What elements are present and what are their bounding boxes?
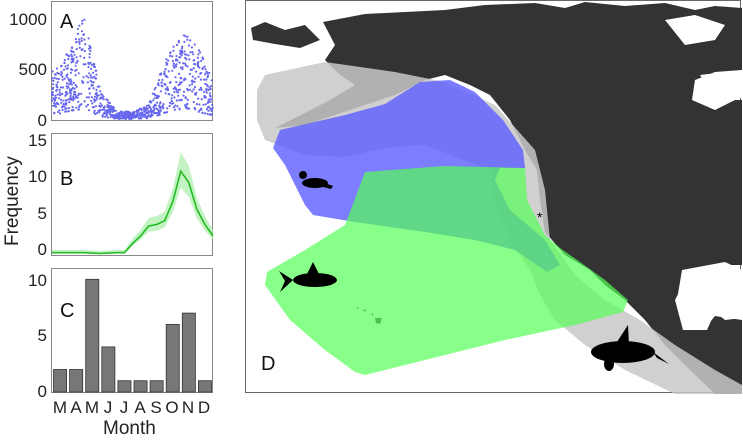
tick-a-0: 0: [37, 111, 47, 130]
panel-letter-b: B: [60, 168, 74, 190]
panel-letter-a: A: [60, 11, 74, 33]
month-label: O: [165, 398, 179, 417]
month-label: J: [119, 398, 129, 417]
panel-letter-d: D: [261, 353, 275, 375]
range-map: * D: [245, 0, 742, 394]
month-label: J: [103, 398, 113, 417]
x-axis-label: Month: [103, 418, 156, 439]
tick-c-5: 5: [37, 326, 47, 345]
month-label: D: [197, 398, 211, 417]
range-green: [265, 166, 628, 375]
tick-b-15: 15: [28, 131, 47, 150]
month-label: S: [150, 398, 162, 417]
tick-b-5: 5: [37, 204, 47, 223]
month-label: A: [70, 398, 82, 417]
month-label: M: [52, 398, 68, 417]
tick-a-500: 500: [18, 60, 47, 79]
tick-c-10: 10: [28, 271, 47, 290]
tick-b-10: 10: [28, 167, 47, 186]
month-label: N: [181, 398, 195, 417]
month-label: M: [84, 398, 100, 417]
killer-whale-icon: [591, 325, 669, 371]
scatter-plot-a: [51, 1, 214, 121]
line-plot-b: [51, 133, 214, 256]
elephant-seal-icon: [299, 171, 333, 189]
month-label: A: [134, 398, 146, 417]
panel-letter-c: C: [60, 300, 75, 322]
tick-a-1000: 1000: [9, 10, 47, 29]
white-shark-icon: [279, 262, 337, 292]
tick-c-0: 0: [37, 382, 47, 401]
bar-chart-c: [51, 268, 213, 393]
asterisk-marker: *: [537, 209, 543, 225]
tick-b-0: 0: [37, 240, 47, 259]
